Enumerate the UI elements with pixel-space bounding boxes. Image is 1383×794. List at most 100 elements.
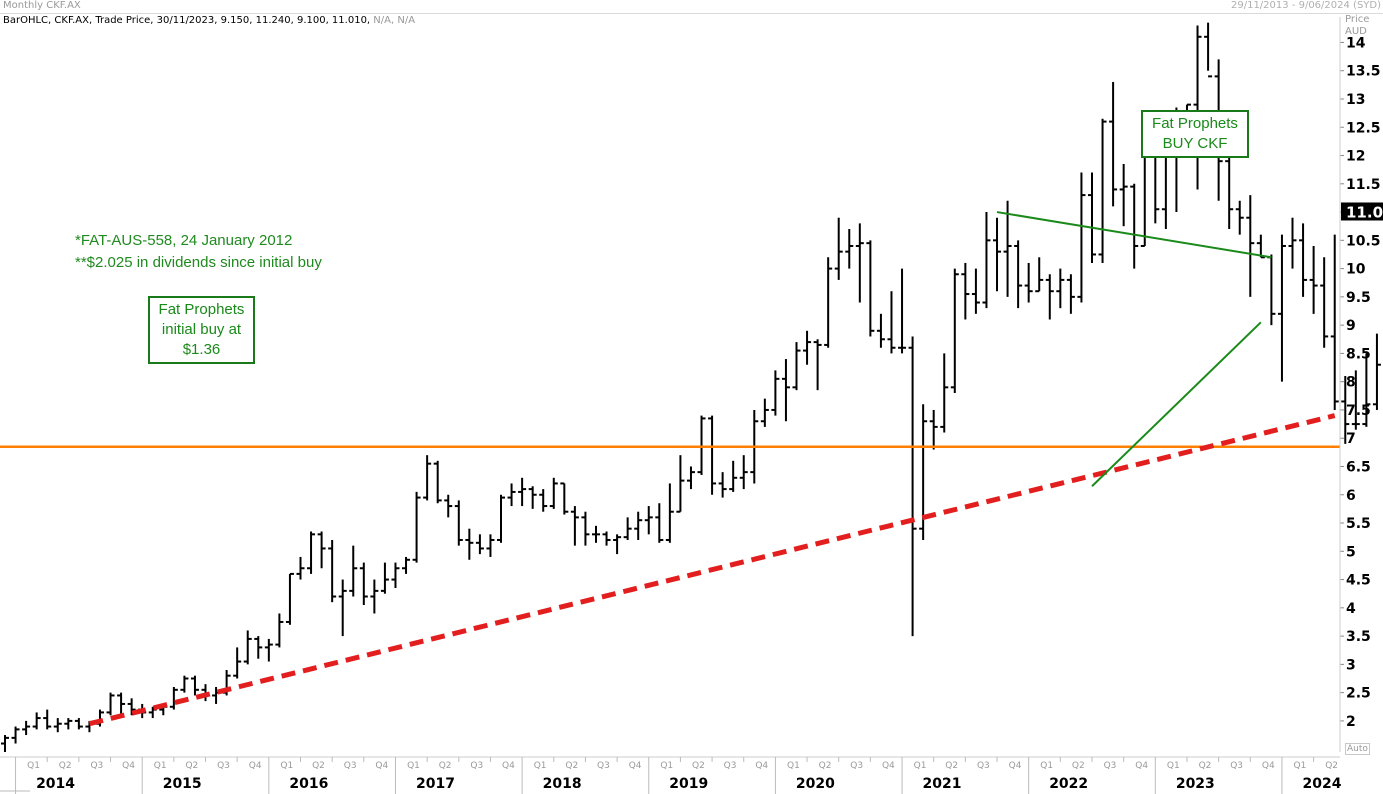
auto-scale-button[interactable]: Auto (1345, 743, 1370, 755)
quarter-tick-label: Q4 (502, 761, 515, 771)
buy-box: Fat Prophets BUY CKF (1141, 110, 1249, 158)
ohlc-bar (1299, 223, 1308, 297)
ohlc-bar (570, 506, 579, 546)
ohlc-bar (950, 268, 959, 393)
ohlc-bar (623, 517, 632, 540)
ohlc-bar (433, 460, 442, 504)
x-axis: Q1 2014 Q2 Q3 Q4 Q1 2015 Q2 Q3 Q4 Q1 2016 Q2 Q3 Q4 Q1 20… (0, 756, 1342, 794)
ohlc-bar (117, 692, 126, 716)
y-tick-label: 9 (1346, 318, 1356, 334)
quarter-tick-label: Q4 (249, 761, 262, 771)
ohlc-info: BarOHLC, CKF.AX, Trade Price, 30/11/2023… (3, 15, 371, 26)
ohlc-bar (813, 339, 822, 391)
ohlc-bar (961, 262, 970, 320)
ohlc-bar (64, 718, 73, 730)
ohlc-bar (1256, 234, 1265, 259)
y-tick-label: 10 (1346, 262, 1366, 278)
ohlc-bar (380, 562, 389, 594)
quarter-tick-label: Q4 (375, 761, 388, 771)
ohlc-info-na: N/A, N/A (373, 15, 416, 26)
quarter-tick-label: Q1 (407, 761, 420, 771)
ohlc-bar (792, 342, 801, 391)
y-tick-label: 8 (1346, 375, 1356, 391)
buy-box-line-1: Fat Prophets (1152, 115, 1238, 132)
year-tick-label: 2021 (923, 776, 962, 792)
ohlc-bar (729, 460, 738, 492)
quarter-tick-label: Q3 (850, 761, 863, 771)
ohlc-bar (497, 494, 506, 543)
ohlc-bar (254, 636, 263, 659)
quarter-tick-label: Q2 (692, 761, 705, 771)
long-term-trendline (88, 413, 1336, 727)
ohlc-bar (940, 353, 949, 433)
ohlc-bar (1362, 353, 1371, 427)
quarter-tick-label: Q2 (59, 761, 72, 771)
year-tick-label: 2018 (543, 776, 582, 792)
ohlc-bar (634, 511, 643, 540)
quarter-tick-label: Q1 (27, 761, 40, 771)
quarter-tick-label: Q2 (1072, 761, 1085, 771)
ohlc-bar (359, 562, 368, 605)
ohlc-bar (296, 556, 305, 580)
ohlc-bar (233, 647, 242, 679)
ohlc-bar (190, 675, 199, 696)
ohlc-bar (1204, 22, 1213, 78)
year-tick-label: 2023 (1176, 776, 1215, 792)
initial-buy-line-3: $1.36 (182, 341, 221, 358)
y-tick-label: 5.5 (1346, 516, 1371, 532)
ohlc-bar (1277, 234, 1286, 382)
quarter-tick-label: Q1 (660, 761, 673, 771)
ohlc-bar (539, 489, 548, 512)
y-tick-label: 13 (1346, 92, 1365, 108)
ohlc-bar (317, 531, 326, 569)
y-tick-label: 14 (1346, 35, 1366, 51)
ohlc-bar (1235, 200, 1244, 235)
ohlc-bar (1372, 333, 1381, 410)
ohlc-bar (1351, 370, 1360, 430)
ohlc-bar (908, 336, 917, 637)
ohlc-bar (1330, 234, 1339, 410)
ohlc-bar (275, 613, 284, 648)
ohlc-bar (760, 398, 769, 427)
quarter-tick-label: Q1 (534, 761, 547, 771)
ohlc-bar (876, 313, 885, 348)
ohlc-bar (338, 579, 347, 637)
ohlc-bar (581, 511, 590, 546)
ohlc-info-line: BarOHLC, CKF.AX, Trade Price, 30/11/2023… (3, 15, 415, 26)
ohlc-bar (243, 630, 252, 665)
ohlc-bar (1267, 254, 1276, 326)
ohlc-bar (1193, 25, 1202, 190)
ohlc-bar (307, 531, 316, 574)
quarter-tick-label: Q3 (470, 761, 483, 771)
quarter-tick-label: Q3 (90, 761, 103, 771)
ohlc-bar (971, 268, 980, 314)
initial-buy-line-2: initial buy at (161, 321, 242, 338)
y-tick-label: 4 (1346, 601, 1356, 617)
ohlc-bar (993, 217, 1002, 292)
quarter-tick-label: Q1 (1167, 761, 1180, 771)
y-tick-label: 12.5 (1346, 120, 1381, 136)
ohlc-bar (781, 359, 790, 422)
ohlc-bar (834, 217, 843, 280)
ohlc-bar (43, 709, 52, 730)
quarter-tick-label: Q2 (819, 761, 832, 771)
ohlc-bar (180, 675, 189, 693)
ohlc-bar (771, 370, 780, 416)
ohlc-bar (391, 562, 400, 589)
year-tick-label: 2019 (669, 776, 708, 792)
ohlc-bar (486, 534, 495, 557)
quarter-tick-label: Q4 (1135, 761, 1148, 771)
triangle-trendline (996, 211, 1272, 259)
ohlc-bar (676, 455, 685, 513)
ohlc-bar (507, 483, 516, 507)
ohlc-bar (1109, 82, 1118, 207)
ohlc-bar (1246, 195, 1255, 297)
y-tick-label: 9.5 (1346, 290, 1371, 306)
ohlc-bar (1003, 200, 1012, 297)
ohlc-bar (518, 477, 527, 507)
quarter-tick-label: Q4 (882, 761, 895, 771)
quarter-tick-label: Q2 (945, 761, 958, 771)
ohlc-bar (591, 525, 600, 543)
ohlc-bar (74, 718, 83, 730)
